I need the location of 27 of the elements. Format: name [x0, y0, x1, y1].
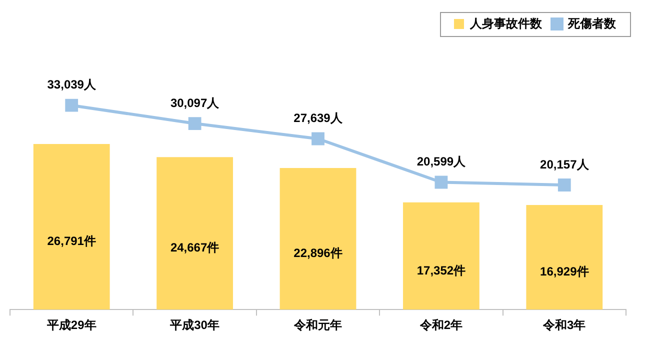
data-label: 20,157人 — [540, 157, 590, 172]
x-tick-label: 平成29年 — [46, 318, 96, 332]
x-tick-label: 令和3年 — [542, 318, 586, 332]
data-label: 20,599人 — [416, 154, 467, 169]
x-tick-label: 平成30年 — [169, 318, 220, 332]
point — [65, 98, 78, 112]
bar — [33, 144, 110, 310]
bar — [156, 157, 233, 310]
data-label: 30,097人 — [170, 96, 220, 110]
x-tick-label: 令和元年 — [293, 318, 342, 332]
bar — [280, 168, 356, 310]
legend-label: 人身事故件数 — [469, 16, 543, 30]
point — [434, 176, 448, 189]
data-label: 24,667件 — [170, 240, 220, 255]
legend-label: 死傷者数 — [567, 16, 617, 30]
data-label: 26,791件 — [47, 234, 96, 248]
point — [188, 117, 202, 130]
x-tick-label: 令和2年 — [418, 318, 463, 332]
bar — [526, 204, 603, 310]
point — [312, 132, 324, 146]
point — [558, 178, 571, 192]
data-label: 33,039人 — [47, 78, 97, 92]
data-label: 22,896件 — [294, 246, 342, 260]
bar — [403, 202, 480, 310]
data-label: 17,352件 — [416, 263, 466, 278]
data-label: 27,639人 — [294, 111, 344, 126]
data-label: 16,929件 — [540, 264, 589, 279]
